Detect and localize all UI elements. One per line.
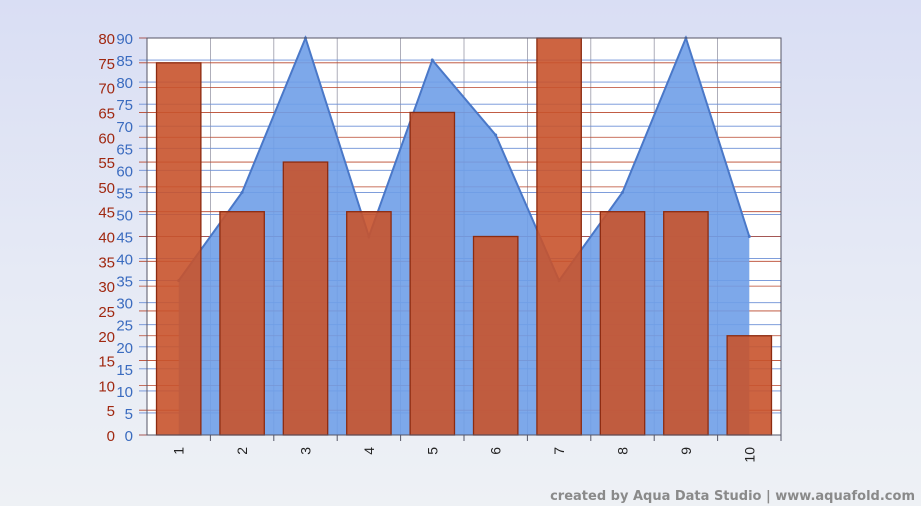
- x-tick-label: 8: [615, 447, 631, 455]
- axes: 0510152025303540455055606570758005101520…: [98, 31, 782, 463]
- y-tick-label-inner: 55: [116, 185, 133, 202]
- y-tick-label-inner: 70: [116, 119, 133, 136]
- bar: [282, 161, 329, 436]
- bar: [599, 211, 646, 436]
- bar: [472, 235, 519, 436]
- area-point: [494, 133, 498, 137]
- y-tick-label-inner: 35: [116, 274, 133, 291]
- y-tick-label-outer: 70: [98, 81, 115, 98]
- x-tick-label: 3: [298, 447, 314, 455]
- bar-series: [155, 37, 773, 436]
- y-tick-label-inner: 80: [116, 75, 133, 92]
- x-tick-label: 7: [551, 447, 567, 455]
- bar: [346, 211, 392, 436]
- y-tick-label-outer: 30: [98, 279, 115, 296]
- x-tick-label: 2: [234, 447, 250, 455]
- y-tick-label-inner: 40: [116, 252, 133, 269]
- y-tick-label-inner: 45: [116, 230, 133, 247]
- bar: [219, 211, 265, 436]
- area-line: [177, 35, 751, 283]
- y-tick-label-inner: 65: [116, 141, 133, 158]
- y-tick-label-outer: 15: [98, 354, 115, 371]
- y-tick-label-outer: 10: [98, 378, 115, 395]
- y-tick-label-outer: 60: [98, 130, 115, 147]
- area-point: [747, 235, 751, 238]
- y-tick-label-inner: 30: [116, 296, 133, 313]
- y-tick-label-inner: 25: [116, 318, 133, 335]
- credit-text: created by Aqua Data Studio | www.aquafo…: [550, 489, 915, 504]
- bar: [409, 111, 456, 436]
- area-point: [621, 190, 624, 194]
- y-tick-label-outer: 35: [98, 254, 115, 271]
- y-tick-label-inner: 5: [125, 406, 133, 423]
- y-tick-label-inner: 15: [116, 362, 133, 379]
- y-tick-label-inner: 10: [116, 384, 133, 401]
- bar: [726, 335, 773, 436]
- area-point: [430, 58, 434, 62]
- x-tick-label: 5: [424, 447, 440, 455]
- x-tick-label: 10: [741, 447, 757, 463]
- y-tick-label-inner: 50: [116, 207, 133, 224]
- y-tick-label-outer: 40: [98, 230, 115, 247]
- y-tick-label-inner: 90: [116, 31, 133, 48]
- y-tick-label-outer: 20: [98, 329, 115, 346]
- y-tick-label-outer: 45: [98, 205, 115, 222]
- y-tick-label-inner: 0: [125, 428, 133, 445]
- x-tick-label: 1: [171, 447, 187, 455]
- bar: [663, 211, 709, 436]
- y-tick-label-inner: 85: [116, 53, 133, 70]
- x-tick-label: 4: [361, 447, 377, 455]
- y-tick-label-inner: 60: [116, 163, 133, 180]
- y-tick-label-inner: 20: [116, 340, 133, 357]
- y-tick-label-outer: 5: [107, 403, 115, 420]
- y-tick-label-outer: 55: [98, 155, 115, 172]
- x-tick-label: 9: [678, 447, 694, 455]
- y-tick-label-outer: 0: [107, 428, 115, 445]
- y-tick-label-inner: 75: [116, 97, 133, 114]
- area-point: [240, 190, 244, 194]
- y-tick-label-outer: 65: [98, 105, 115, 122]
- y-tick-label-outer: 25: [98, 304, 115, 321]
- bar: [155, 62, 202, 436]
- y-tick-label-outer: 80: [98, 31, 115, 48]
- y-tick-label-outer: 75: [98, 56, 115, 73]
- y-tick-label-outer: 50: [98, 180, 115, 197]
- x-tick-label: 6: [488, 447, 504, 455]
- bar: [536, 37, 582, 436]
